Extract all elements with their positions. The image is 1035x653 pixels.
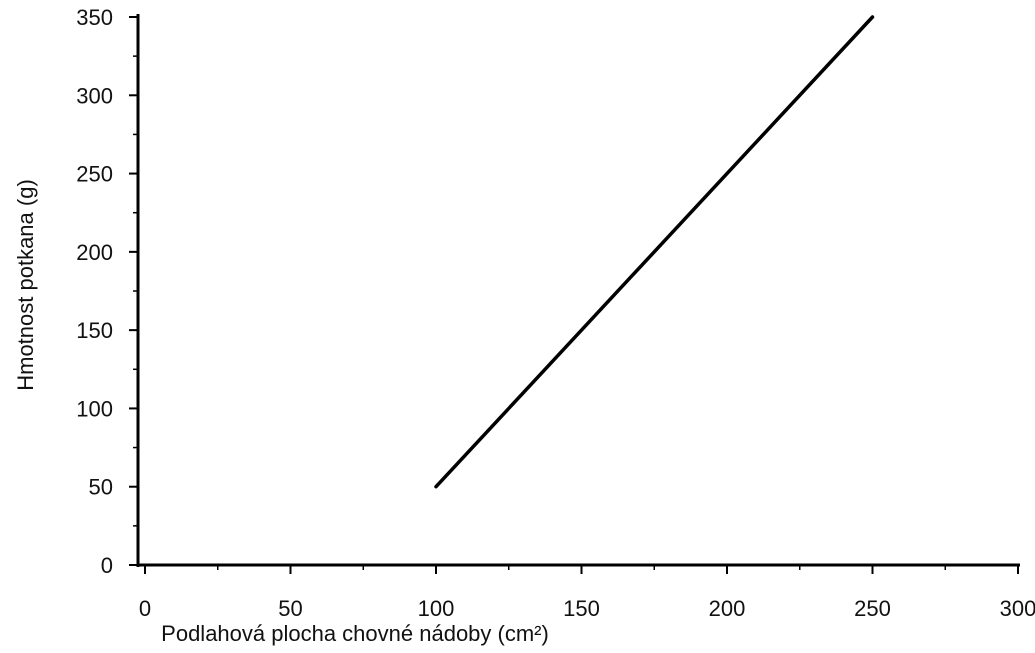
y-tick-label: 300 (76, 83, 113, 108)
axes-group (136, 14, 1020, 567)
y-tick-label: 100 (76, 396, 113, 421)
x-tick-label: 250 (854, 596, 891, 621)
x-axis-label: Podlahová plocha chovné nádoby (cm²) (161, 621, 549, 646)
x-tick-label: 300 (1000, 596, 1035, 621)
series-line (434, 15, 875, 489)
x-tick-label: 150 (563, 596, 600, 621)
x-tick-label: 100 (418, 596, 455, 621)
x-tick-label: 50 (278, 596, 302, 621)
x-tick-label: 200 (709, 596, 746, 621)
y-tick-label: 0 (101, 553, 113, 578)
y-tick-label: 250 (76, 162, 113, 187)
y-axis-label: Hmotnost potkana (g) (13, 179, 38, 391)
y-tick-label: 150 (76, 318, 113, 343)
ticks-group: 0 50 100 150 200 250 300 0 50 100 150 200 250 300 350 (76, 5, 1035, 621)
y-tick-label: 200 (76, 240, 113, 265)
y-tick-label: 350 (76, 5, 113, 30)
x-tick-label: 0 (139, 596, 151, 621)
series-group (434, 15, 875, 489)
y-tick-label: 50 (89, 475, 113, 500)
